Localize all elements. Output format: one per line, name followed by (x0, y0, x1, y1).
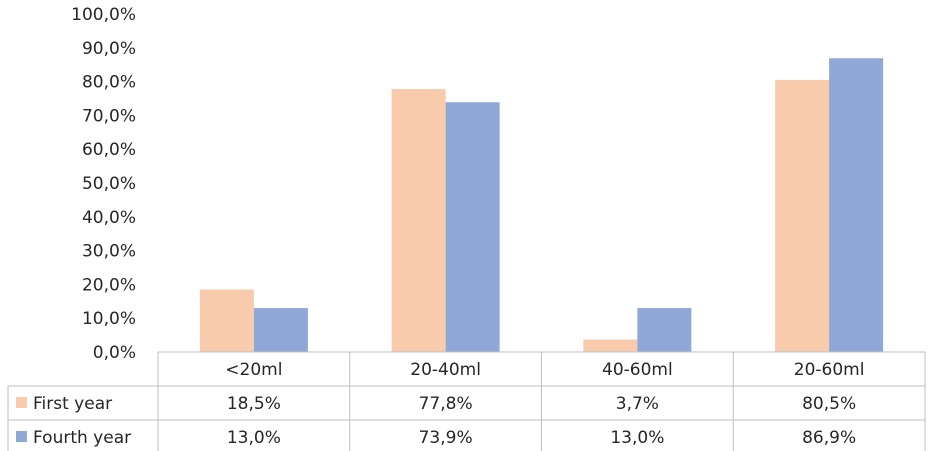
y-tick-label: 70,0% (82, 106, 136, 126)
data-label: 73,9% (419, 428, 473, 448)
y-tick-label: 40,0% (82, 208, 136, 228)
bars (199, 58, 884, 352)
data-label: 18,5% (227, 394, 281, 414)
data-label: 77,8% (419, 394, 473, 414)
category-label: <20ml (225, 360, 282, 380)
data-table: <20ml 20-40ml 40-60ml 20-60ml First year 18,5… (7, 351, 926, 451)
y-tick-label: 60,0% (82, 140, 136, 160)
y-tick-label: 30,0% (82, 242, 136, 262)
y-tick-label: 50,0% (82, 174, 136, 194)
y-tick-label: 100,0% (71, 5, 136, 25)
y-tick-label: 80,0% (82, 73, 136, 93)
data-label: 13,0% (227, 428, 281, 448)
bar-first-year-0 (199, 289, 254, 352)
series-name: Fourth year (33, 428, 131, 448)
bar-fourth-year-1 (445, 102, 500, 352)
y-tick-label: 10,0% (82, 309, 136, 329)
bar-fourth-year-3 (829, 58, 884, 352)
y-tick-label: 90,0% (82, 39, 136, 59)
data-label: 80,5% (802, 394, 856, 414)
category-label: 20-40ml (410, 360, 481, 380)
legend-swatch (16, 431, 27, 442)
category-label: 40-60ml (602, 360, 673, 380)
series-name: First year (33, 394, 112, 414)
bar-first-year-1 (391, 89, 446, 352)
y-axis: 0,0% 10,0% 20,0% 30,0% 40,0% 50,0% 60,0% 70,0% 8… (71, 5, 136, 363)
data-label: 86,9% (802, 428, 856, 448)
bar-first-year-2 (583, 339, 638, 352)
bar-first-year-3 (775, 79, 830, 352)
category-label: 20-60ml (794, 360, 865, 380)
data-label: 13,0% (610, 428, 664, 448)
legend-swatch (16, 397, 27, 408)
data-label: 3,7% (616, 394, 659, 414)
y-tick-label: 20,0% (82, 275, 136, 295)
bar-fourth-year-0 (253, 308, 308, 352)
bar-fourth-year-2 (637, 308, 692, 352)
y-tick-label: 0,0% (93, 343, 136, 363)
